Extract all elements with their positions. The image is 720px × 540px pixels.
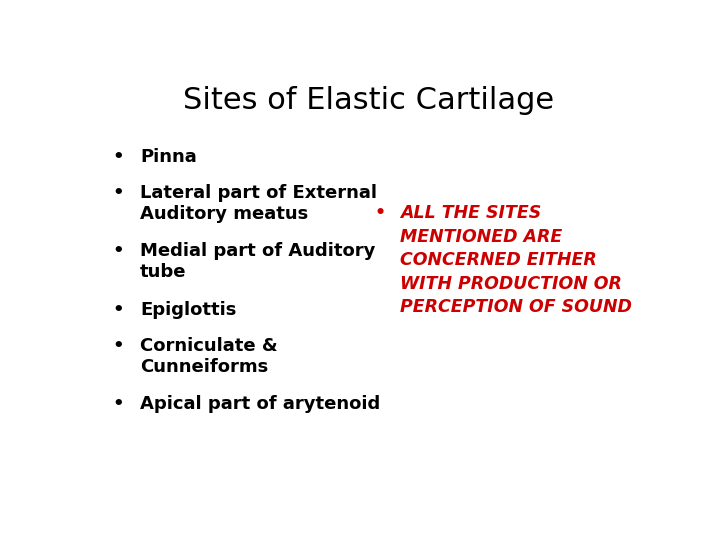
Text: Medial part of Auditory
tube: Medial part of Auditory tube [140,242,376,281]
Text: Corniculate &
Cunneiforms: Corniculate & Cunneiforms [140,337,278,375]
Text: Epiglottis: Epiglottis [140,301,237,319]
Text: •: • [112,184,124,202]
Text: •: • [374,204,386,222]
Text: •: • [112,301,124,319]
Text: •: • [112,337,124,355]
Text: •: • [112,242,124,260]
Text: Lateral part of External
Auditory meatus: Lateral part of External Auditory meatus [140,184,377,223]
Text: Pinna: Pinna [140,148,197,166]
Text: ALL THE SITES
MENTIONED ARE
CONCERNED EITHER
WITH PRODUCTION OR
PERCEPTION OF SO: ALL THE SITES MENTIONED ARE CONCERNED EI… [400,204,631,316]
Text: •: • [112,395,124,413]
Text: •: • [112,148,124,166]
Text: Sites of Elastic Cartilage: Sites of Elastic Cartilage [184,85,554,114]
Text: Apical part of arytenoid: Apical part of arytenoid [140,395,380,413]
